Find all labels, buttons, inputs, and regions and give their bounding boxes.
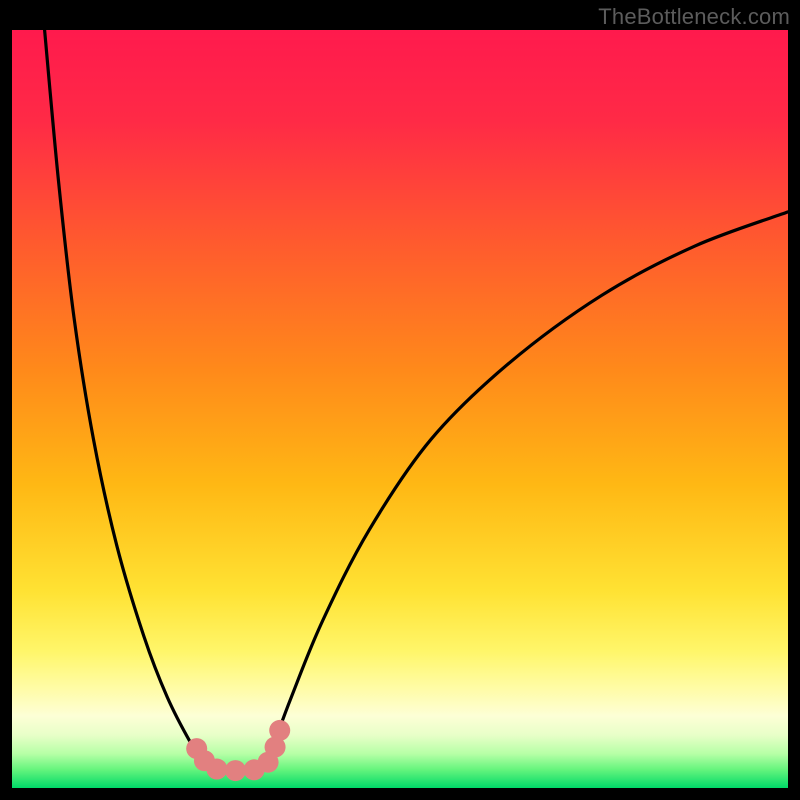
marker-dot [206, 759, 227, 780]
plot-background-gradient [12, 30, 788, 788]
chart-svg [0, 0, 800, 800]
watermark-text: TheBottleneck.com [598, 4, 790, 30]
chart-container: TheBottleneck.com [0, 0, 800, 800]
marker-dot [269, 720, 290, 741]
marker-dot [225, 760, 246, 781]
